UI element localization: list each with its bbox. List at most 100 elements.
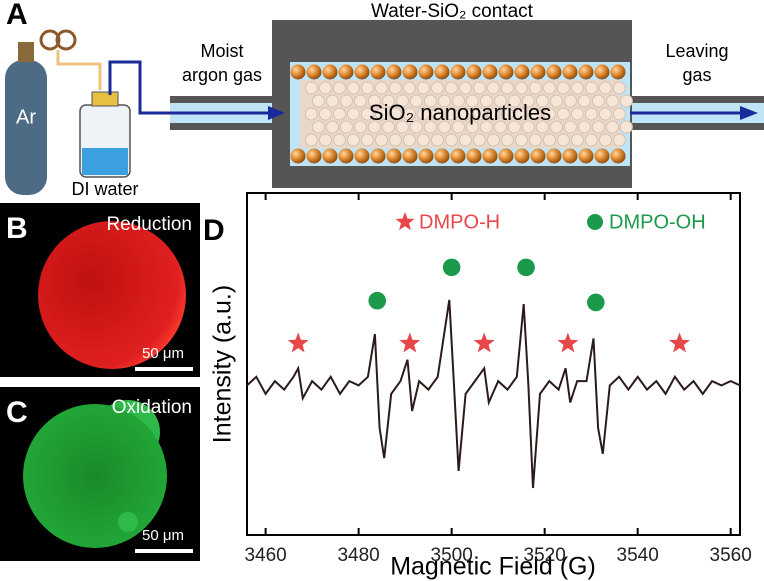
core-particle — [416, 81, 430, 95]
regulator — [55, 29, 77, 51]
core-particle — [409, 94, 423, 108]
particle — [498, 64, 514, 80]
core-particle — [444, 81, 458, 95]
core-particle — [381, 94, 395, 108]
particle — [562, 64, 578, 80]
core-particle — [423, 120, 437, 134]
water — [82, 148, 128, 175]
particle — [354, 64, 370, 80]
tube — [56, 50, 102, 90]
particle — [546, 64, 562, 80]
core-particle — [486, 81, 500, 95]
spectrum-line — [246, 299, 741, 489]
core-particle — [437, 94, 451, 108]
core-particle — [451, 94, 465, 108]
x-tick-label: 3480 — [337, 545, 379, 566]
particle — [466, 148, 482, 164]
particle — [530, 148, 546, 164]
core-particle — [444, 133, 458, 147]
core-particle — [570, 81, 584, 95]
particle — [594, 64, 610, 80]
core-particle — [458, 133, 472, 147]
legend-label: DMPO-OH — [609, 211, 706, 233]
y-axis-label: Intensity (a.u.) — [209, 285, 237, 443]
particle — [386, 64, 402, 80]
marker — [399, 332, 421, 353]
particle — [546, 148, 562, 164]
particle — [450, 64, 466, 80]
panel-c: C Oxidation 50 μm — [0, 387, 200, 561]
particle — [370, 64, 386, 80]
core-particle — [402, 107, 416, 121]
panel-d: D Magnetic Field (G) Intensity (a.u.) 34… — [203, 192, 752, 581]
particle — [322, 148, 338, 164]
core-label: SiO₂ nanoparticles — [369, 100, 551, 125]
core-particle — [339, 120, 353, 134]
core-particle — [528, 81, 542, 95]
valve — [18, 42, 34, 62]
particle — [578, 148, 594, 164]
particle — [338, 148, 354, 164]
core-particle — [360, 107, 374, 121]
particle — [434, 64, 450, 80]
core-particle — [444, 107, 458, 121]
particle — [578, 64, 594, 80]
core-particle — [451, 120, 465, 134]
x-tick-label: 3500 — [431, 545, 473, 566]
core-particle — [332, 133, 346, 147]
particle — [290, 64, 306, 80]
core-particle — [584, 81, 598, 95]
particle — [370, 148, 386, 164]
core-particle — [598, 133, 612, 147]
core-particle — [472, 107, 486, 121]
core-particle — [381, 120, 395, 134]
core-particle — [514, 81, 528, 95]
core-particle — [542, 81, 556, 95]
core-particle — [402, 81, 416, 95]
core-particle — [388, 81, 402, 95]
legend-label: DMPO-H — [419, 211, 500, 233]
core-particle — [409, 120, 423, 134]
gas-cylinder — [5, 60, 47, 195]
core-particle — [346, 133, 360, 147]
particle — [434, 148, 450, 164]
x-tick-label: 3540 — [617, 545, 659, 566]
core-particle — [605, 94, 619, 108]
particle — [306, 64, 322, 80]
core-particle — [304, 107, 318, 121]
outlet-label: gas — [682, 65, 711, 85]
core-particle — [542, 133, 556, 147]
marker — [368, 291, 387, 310]
core-particle — [514, 107, 528, 121]
outlet-label: Leaving — [665, 41, 728, 61]
particle — [594, 148, 610, 164]
core-particle — [563, 94, 577, 108]
core-particle — [542, 107, 556, 121]
x-tick-label: 3460 — [244, 545, 286, 566]
core-particle — [360, 81, 374, 95]
core-particle — [423, 94, 437, 108]
core-particle — [346, 107, 360, 121]
legend-symbol — [395, 212, 415, 231]
core-particle — [311, 94, 325, 108]
marker — [287, 332, 309, 353]
core-particle — [430, 133, 444, 147]
core-particle — [318, 81, 332, 95]
core-particle — [472, 81, 486, 95]
core-particle — [402, 133, 416, 147]
core-particle — [325, 120, 339, 134]
particle — [562, 148, 578, 164]
particle — [610, 64, 626, 80]
core-particle — [395, 94, 409, 108]
regulator — [39, 29, 61, 51]
core-particle — [598, 107, 612, 121]
panel-title: Oxidation — [112, 397, 192, 418]
particle — [450, 148, 466, 164]
core-particle — [479, 120, 493, 134]
particle — [386, 148, 402, 164]
core-particle — [500, 81, 514, 95]
core-particle — [486, 107, 500, 121]
core-particle — [549, 94, 563, 108]
core-particle — [556, 133, 570, 147]
marker — [557, 332, 579, 353]
